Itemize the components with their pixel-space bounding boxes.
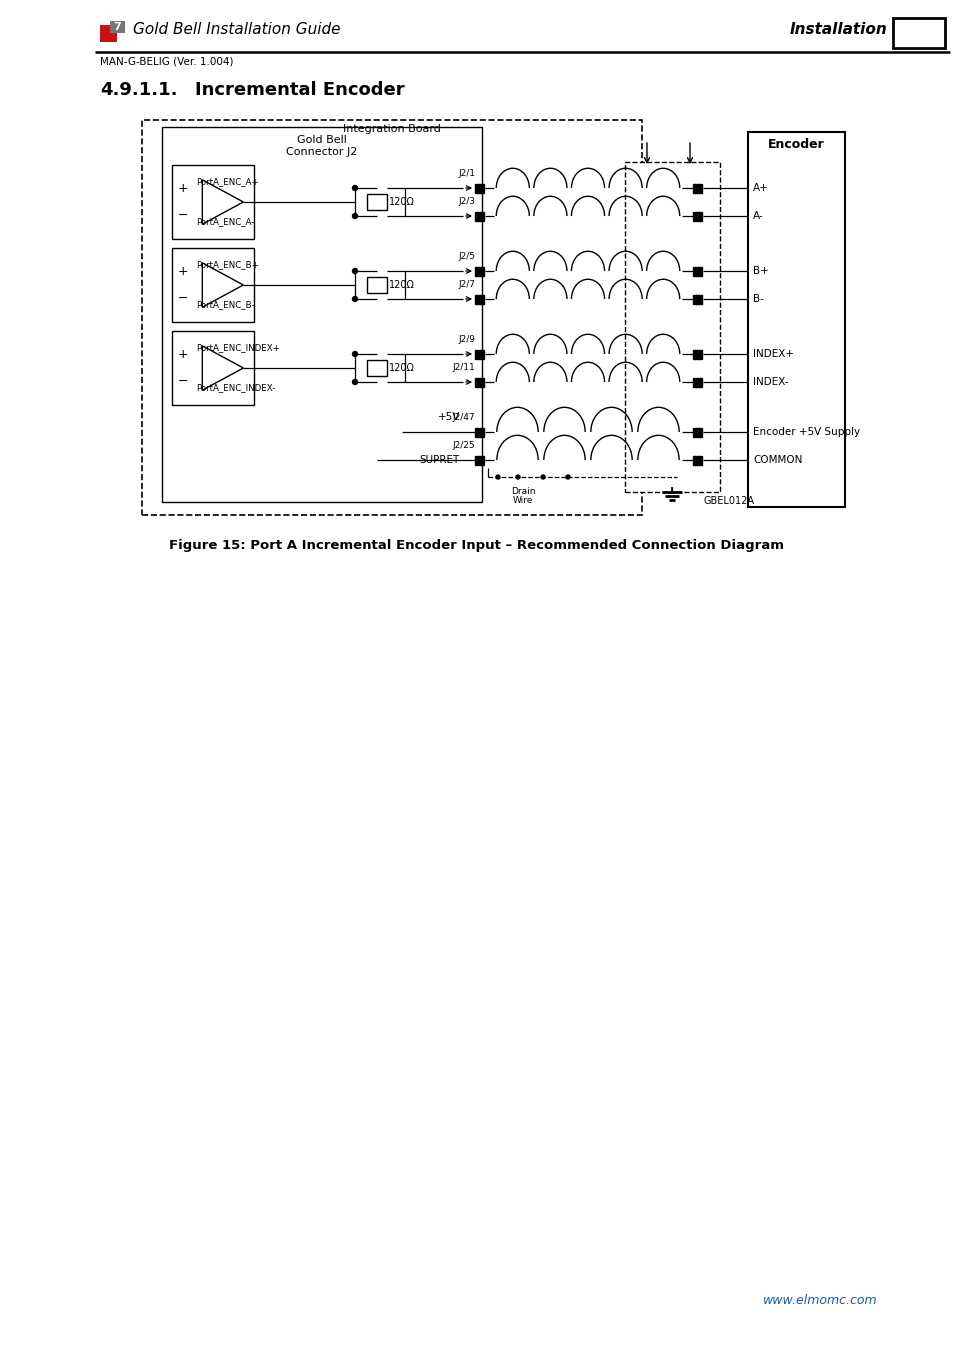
Text: B-: B- [752, 294, 763, 304]
Polygon shape [202, 180, 243, 224]
Text: PortA_ENC_INDEX+: PortA_ENC_INDEX+ [196, 343, 280, 352]
Bar [693, 184, 701, 193]
Text: PortA_ENC_A+: PortA_ENC_A+ [196, 177, 259, 186]
Text: +5V: +5V [437, 412, 459, 423]
Text: Installation: Installation [789, 23, 887, 38]
Bar [475, 428, 484, 436]
Bar [693, 294, 701, 304]
Circle shape [352, 185, 357, 190]
Text: PortA_ENC_B-: PortA_ENC_B- [196, 301, 255, 309]
Text: +: + [178, 265, 189, 278]
Text: J2/11: J2/11 [452, 363, 475, 373]
Text: Gold Bell Installation Guide: Gold Bell Installation Guide [132, 23, 340, 38]
Bar [100, 26, 117, 42]
Circle shape [352, 351, 357, 356]
Text: Incremental Encoder: Incremental Encoder [194, 81, 404, 99]
Text: Connector J2: Connector J2 [286, 147, 357, 157]
Text: Figure 15: Port A Incremental Encoder Input – Recommended Connection Diagram: Figure 15: Port A Incremental Encoder In… [170, 539, 783, 552]
Bar [142, 120, 641, 514]
Bar [367, 360, 387, 375]
Bar [693, 428, 701, 436]
Text: MAN-G-BELIG (Ver. 1.004): MAN-G-BELIG (Ver. 1.004) [100, 55, 233, 66]
Bar [172, 248, 253, 323]
Text: 120Ω: 120Ω [389, 363, 415, 373]
Text: J2/25: J2/25 [452, 441, 475, 450]
Circle shape [496, 475, 499, 479]
Bar [747, 132, 844, 508]
Text: A-: A- [752, 211, 762, 221]
Polygon shape [202, 263, 243, 308]
Bar [475, 212, 484, 220]
Circle shape [352, 213, 357, 219]
Text: PortA_ENC_INDEX-: PortA_ENC_INDEX- [196, 383, 275, 393]
Text: −: − [178, 292, 189, 305]
Bar [693, 266, 701, 275]
Text: J2/1: J2/1 [457, 169, 475, 178]
Circle shape [565, 475, 569, 479]
Bar [475, 184, 484, 193]
Bar [367, 194, 387, 209]
Text: J2/7: J2/7 [457, 279, 475, 289]
Bar [693, 350, 701, 359]
Text: +: + [178, 348, 189, 362]
Text: Integration Board: Integration Board [343, 124, 440, 134]
Text: www.elmomc.com: www.elmomc.com [761, 1293, 877, 1307]
Text: J2/3: J2/3 [457, 197, 475, 207]
Text: +: + [178, 182, 189, 196]
Bar [475, 266, 484, 275]
Circle shape [540, 475, 544, 479]
Bar [693, 455, 701, 464]
Text: 120Ω: 120Ω [389, 279, 415, 290]
Text: 48: 48 [904, 23, 932, 42]
Bar [475, 378, 484, 386]
Polygon shape [202, 346, 243, 390]
Bar [172, 331, 253, 405]
Bar [693, 212, 701, 220]
Text: J2/9: J2/9 [457, 335, 475, 344]
Circle shape [352, 379, 357, 385]
Bar [475, 455, 484, 464]
Text: 7: 7 [113, 22, 121, 32]
Bar [110, 22, 125, 32]
Text: J2/47: J2/47 [452, 413, 475, 423]
Text: SUPRET: SUPRET [419, 455, 459, 464]
Bar [367, 277, 387, 293]
Circle shape [516, 475, 519, 479]
Text: PortA_ENC_A-: PortA_ENC_A- [196, 217, 254, 227]
Bar [162, 127, 481, 502]
Text: −: − [178, 375, 189, 387]
Text: 4.9.1.1.: 4.9.1.1. [100, 81, 177, 99]
Text: COMMON: COMMON [752, 455, 801, 464]
Bar [475, 294, 484, 304]
Bar [693, 378, 701, 386]
Text: 120Ω: 120Ω [389, 197, 415, 207]
Text: J2/5: J2/5 [457, 252, 475, 261]
Text: Encoder +5V Supply: Encoder +5V Supply [752, 427, 860, 437]
Text: INDEX+: INDEX+ [752, 350, 793, 359]
Text: B+: B+ [752, 266, 768, 275]
Text: Encoder: Encoder [767, 138, 824, 150]
Text: INDEX-: INDEX- [752, 377, 788, 387]
Text: −: − [178, 209, 189, 221]
Text: PortA_ENC_B+: PortA_ENC_B+ [196, 261, 259, 270]
Text: Gold Bell: Gold Bell [296, 135, 347, 144]
Text: Drain: Drain [510, 487, 535, 495]
Text: Wire: Wire [513, 495, 533, 505]
Bar [892, 18, 944, 49]
Circle shape [352, 269, 357, 274]
Text: A+: A+ [752, 184, 768, 193]
Bar [624, 162, 720, 491]
Bar [172, 165, 253, 239]
Text: GBEL012A: GBEL012A [703, 495, 754, 506]
Bar [475, 350, 484, 359]
Circle shape [352, 297, 357, 301]
